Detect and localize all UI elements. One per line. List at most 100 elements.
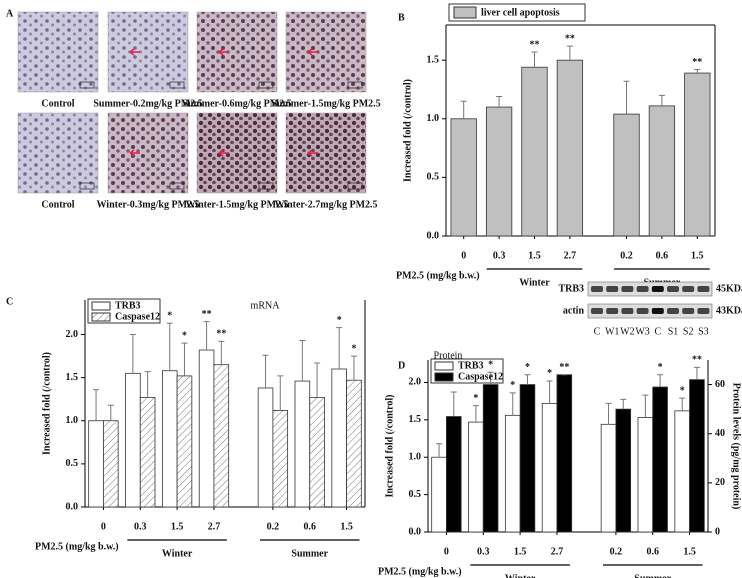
blot-band [682, 308, 695, 314]
error-bar [181, 342, 188, 376]
y-axis-label: Increased fold (/control) [402, 79, 413, 182]
x-axis-label: PM2.5 (mg/kg b.w.) [396, 270, 480, 281]
panel-letter: D [398, 360, 405, 371]
micrograph [196, 11, 278, 93]
micrograph [285, 11, 367, 93]
blot-band [651, 286, 664, 292]
significance: ** [692, 355, 702, 366]
x-tick-label: 0.3 [134, 521, 147, 532]
error-bar [144, 371, 151, 398]
blot-band [621, 286, 634, 292]
significance: * [337, 315, 342, 326]
scale-bar [169, 81, 185, 89]
blot-lane-label: W2 [620, 326, 634, 337]
significance: ** [529, 39, 539, 50]
blot-band [636, 286, 649, 292]
error-bar [166, 322, 173, 371]
blot-lane-label: C [594, 326, 601, 337]
bar [600, 423, 617, 533]
bar [88, 420, 104, 508]
legend-label: TRB3 [458, 360, 484, 371]
y-tick-label: 1.0 [409, 452, 422, 463]
bar [637, 417, 654, 533]
blot-band [667, 286, 679, 292]
blot-lane-label: W3 [635, 326, 649, 337]
bar [257, 387, 274, 508]
micrograph [17, 11, 99, 93]
x-tick-label: 1.5 [514, 546, 527, 557]
error-bar [129, 334, 136, 374]
error-bar [336, 327, 343, 369]
bar [450, 118, 477, 237]
significance: * [167, 311, 172, 322]
caption: Summer-0.6mg/kg PM2.5 [182, 98, 291, 109]
error-bar [496, 96, 503, 108]
y-tick-label: 1.5 [409, 414, 422, 425]
micrograph [285, 112, 367, 194]
scale-bar [347, 81, 363, 89]
bar [504, 414, 521, 533]
x-tick-label: 1.5 [691, 250, 704, 261]
error-bar [620, 398, 627, 410]
blot-lane-label: S1 [668, 326, 679, 337]
significance: * [658, 362, 663, 373]
error-bar [472, 405, 479, 423]
bar [125, 372, 141, 508]
group-label: Winter [519, 277, 550, 288]
significance: ** [202, 309, 212, 320]
scale-bar [347, 182, 363, 190]
chart-title: Protein [434, 350, 463, 361]
blot-band [697, 308, 710, 314]
bar [213, 364, 230, 508]
blot-row-label: TRB3 [558, 283, 584, 294]
blot-band [682, 286, 695, 292]
bar [485, 106, 513, 237]
x-tick-label: 2.7 [208, 521, 221, 532]
blot-strip [587, 281, 713, 297]
caption: Control [41, 199, 74, 210]
blot-band [591, 308, 603, 314]
x-tick-label: 2.7 [564, 250, 577, 261]
x-tick-label: 0.6 [303, 521, 316, 532]
panel-letter: C [6, 296, 13, 307]
error-bar [487, 371, 494, 385]
error-bar [262, 354, 269, 388]
error-bar [642, 394, 649, 418]
x-tick-label: 1.5 [683, 546, 696, 557]
significance: ** [565, 33, 575, 44]
error-bar [566, 45, 573, 61]
blot-size-label: 43KDa [716, 305, 742, 316]
legend-swatch [91, 312, 111, 322]
error-bar [546, 380, 553, 404]
blot-band [606, 308, 619, 314]
blot-row-label: actin [563, 305, 585, 316]
chart-title: mRNA [251, 300, 281, 311]
legend-swatch [91, 301, 111, 311]
bar [161, 370, 178, 508]
error-bar [107, 404, 114, 421]
y-tick-label: 0.0 [409, 526, 422, 537]
blot-band [621, 308, 634, 314]
y2-tick-label: 0 [715, 526, 720, 537]
error-bar [460, 100, 467, 119]
error-bar [203, 321, 210, 351]
significance: * [510, 380, 515, 391]
y-tick-label: 0.5 [409, 489, 422, 500]
x-tick-label: 0 [461, 250, 466, 261]
legend-label: Caspase12 [115, 311, 160, 322]
arrow [218, 149, 229, 157]
x-tick-label: 0.2 [610, 546, 623, 557]
x-tick-label: 0.2 [267, 521, 280, 532]
error-bar [623, 80, 630, 115]
blot-band [606, 286, 619, 292]
bar [468, 421, 484, 533]
y2-axis-label: Protein levels (pg/mg protein) [731, 383, 742, 510]
bar [684, 72, 711, 237]
x-axis-label: PM2.5 (mg/kg b.w.) [35, 541, 119, 552]
blot-lane-label: S3 [698, 326, 709, 337]
error-bar [314, 362, 321, 398]
blot-lane-label: S2 [683, 326, 694, 337]
y-tick-label: 0.0 [66, 501, 79, 512]
y-tick-label: 2.0 [409, 377, 422, 388]
arrow [218, 48, 229, 56]
